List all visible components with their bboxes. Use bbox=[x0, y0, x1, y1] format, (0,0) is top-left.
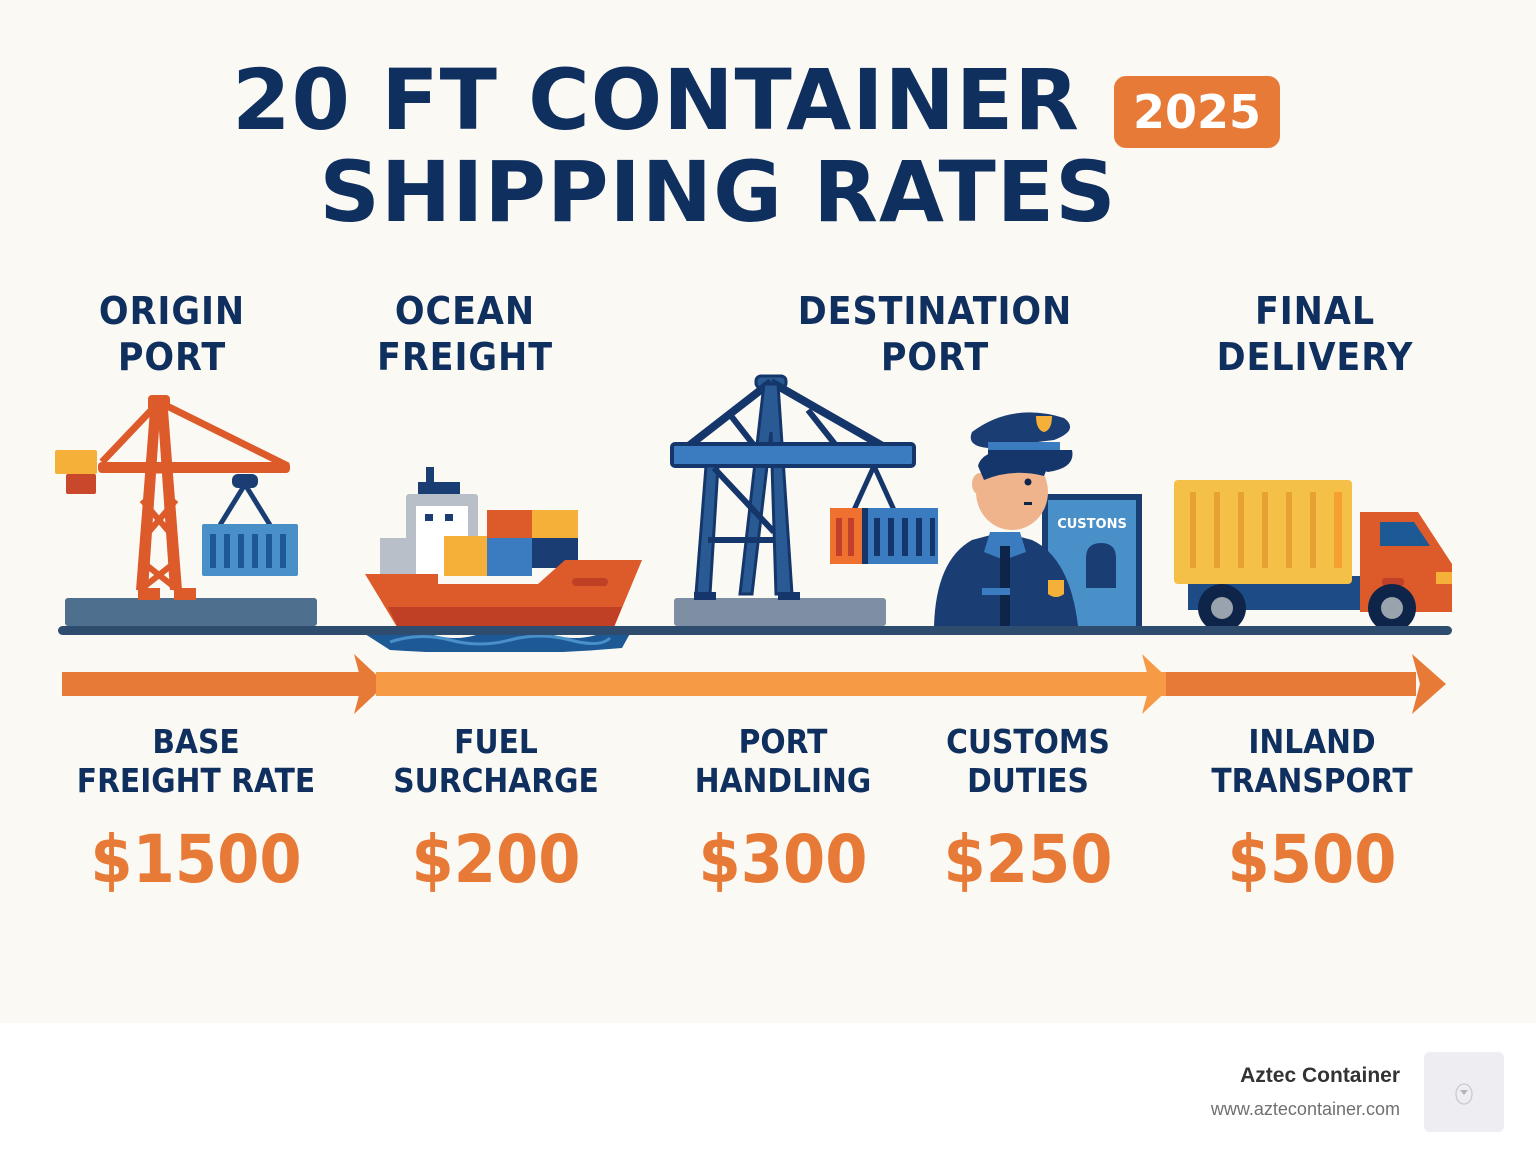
cost-value: $500 bbox=[1227, 821, 1397, 898]
stage-label-destination-port: DESTINATION PORT bbox=[783, 288, 1087, 380]
cost-item-port-handling: PORT HANDLING $300 bbox=[643, 722, 923, 900]
cost-label-line1: INLAND bbox=[1248, 722, 1376, 761]
container-ship-icon bbox=[360, 462, 650, 654]
cost-label-line1: FUEL bbox=[454, 722, 538, 761]
stage-label-line2: FREIGHT bbox=[377, 335, 553, 379]
stage-label-origin-port: ORIGIN PORT bbox=[80, 288, 264, 380]
stage-label-line1: ORIGIN bbox=[98, 289, 246, 333]
orange-port-crane-icon bbox=[50, 390, 330, 630]
cost-value: $200 bbox=[411, 821, 581, 898]
delivery-truck-icon bbox=[1170, 476, 1460, 636]
ground-line bbox=[58, 626, 1452, 635]
customs-officer-icon: CUSTONS bbox=[932, 400, 1144, 628]
blue-port-crane-icon bbox=[668, 372, 938, 630]
footer-website-link[interactable]: www.aztecontainer.com bbox=[1210, 1099, 1400, 1119]
stage-label-line1: FINAL bbox=[1254, 289, 1376, 333]
cost-label-line1: PORT bbox=[738, 722, 828, 761]
stage-label-line2: PORT bbox=[880, 335, 990, 379]
cost-label-line1: BASE bbox=[152, 722, 240, 761]
cost-label-line2: HANDLING bbox=[694, 761, 872, 800]
stage-label-line1: DESTINATION bbox=[797, 289, 1073, 333]
cost-label-line2: DUTIES bbox=[967, 761, 1089, 800]
cost-value: $300 bbox=[698, 821, 868, 898]
cost-item-base-freight: BASE FREIGHT RATE $1500 bbox=[56, 722, 336, 900]
cost-label-line2: TRANSPORT bbox=[1211, 761, 1413, 800]
stage-label-line1: OCEAN bbox=[394, 289, 536, 333]
stage-label-final-delivery: FINAL DELIVERY bbox=[1200, 288, 1430, 380]
stage-label-ocean-freight: OCEAN FREIGHT bbox=[364, 288, 566, 380]
infographic-canvas: 20 FT CONTAINER SHIPPING RATES 2025 ORIG… bbox=[0, 0, 1536, 1023]
cost-item-customs-duties: CUSTOMS DUTIES $250 bbox=[888, 722, 1168, 900]
cost-value: $1500 bbox=[90, 821, 302, 898]
brand-logo[interactable] bbox=[1424, 1052, 1504, 1132]
cost-value: $250 bbox=[943, 821, 1113, 898]
footer-brand-name: Aztec Container bbox=[1240, 1064, 1400, 1087]
stage-label-line2: PORT bbox=[117, 335, 227, 379]
customs-booth-sign: CUSTONS bbox=[1057, 517, 1127, 532]
cost-label-line1: CUSTOMS bbox=[946, 722, 1110, 761]
year-badge: 2025 bbox=[1114, 76, 1280, 148]
cost-flow-arrows bbox=[58, 652, 1450, 716]
stage-label-line2: DELIVERY bbox=[1216, 335, 1414, 379]
cost-item-inland-transport: INLAND TRANSPORT $500 bbox=[1172, 722, 1452, 900]
cost-item-fuel-surcharge: FUEL SURCHARGE $200 bbox=[356, 722, 636, 900]
title-line-2: SHIPPING RATES bbox=[319, 143, 1117, 241]
cost-label-line2: SURCHARGE bbox=[393, 761, 599, 800]
logo-mascot-icon bbox=[1455, 1083, 1473, 1105]
title-line-1: 20 FT CONTAINER bbox=[232, 51, 1080, 149]
cost-label-line2: FREIGHT RATE bbox=[76, 761, 316, 800]
